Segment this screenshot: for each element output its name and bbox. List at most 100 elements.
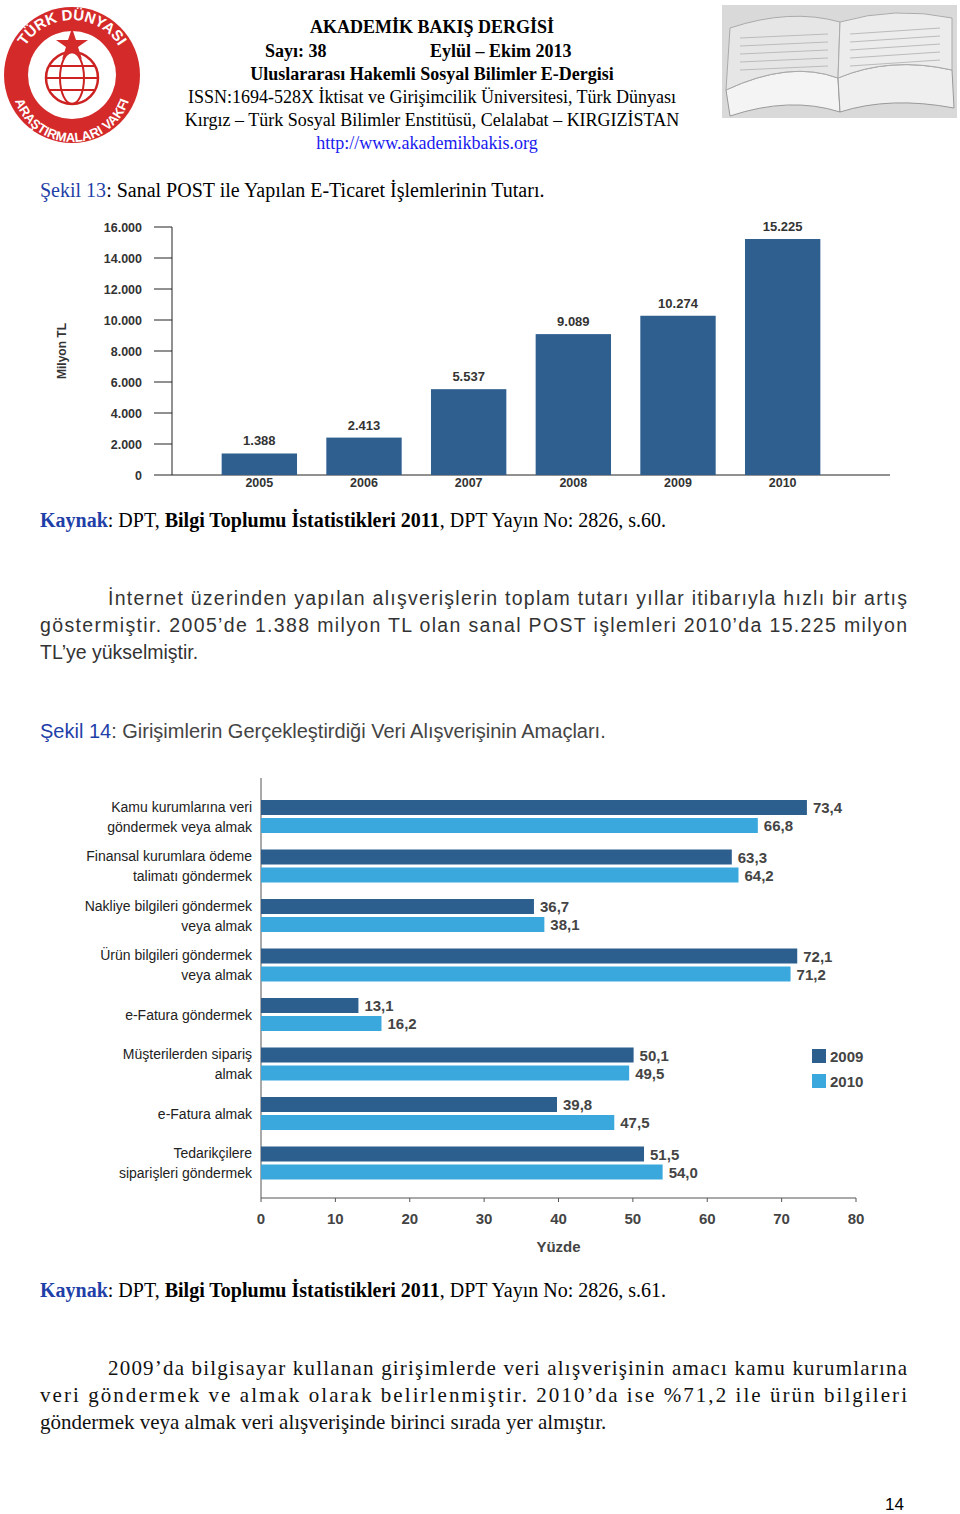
x-tick-label: 30 xyxy=(476,1210,493,1227)
y-tick-label: 0 xyxy=(135,469,142,483)
y-tick-label: Finansal kurumlara ödemetalimatı gönderm… xyxy=(86,848,253,884)
data-label: 2.413 xyxy=(348,418,381,433)
y-tick-label: Müşterilerden sipariş almak xyxy=(123,1046,253,1082)
x-tick-label: 50 xyxy=(625,1210,642,1227)
x-tick xyxy=(707,1198,708,1202)
bar xyxy=(261,850,732,865)
x-tick-label: 2008 xyxy=(559,476,587,490)
chart: 02.0004.0006.0008.00010.00012.00014.0001… xyxy=(55,219,890,490)
y-tick-label: 14.000 xyxy=(104,252,142,266)
book-line xyxy=(850,52,940,58)
data-label: 51,5 xyxy=(650,1146,679,1163)
bar xyxy=(261,1115,614,1130)
data-label: 63,3 xyxy=(738,849,767,866)
bar xyxy=(261,1147,644,1162)
paragraph-line: veri göndermek ve almak olarak belirlenm… xyxy=(40,1383,907,1407)
text-span: Nakliye bilgileri göndermek xyxy=(85,898,253,914)
bar xyxy=(536,334,611,475)
text-span: veya almak xyxy=(181,967,253,983)
x-tick xyxy=(558,1198,559,1202)
x-tick xyxy=(781,1198,782,1202)
y-tick-label: 4.000 xyxy=(111,407,142,421)
bar xyxy=(261,800,807,815)
subtitle: Uluslararası Hakemli Sosyal Bilimler E-D… xyxy=(250,64,614,84)
text-span: , DPT Yayın No: 2826, s.61. xyxy=(440,1279,666,1302)
y-axis xyxy=(261,778,262,1198)
data-label: 38,1 xyxy=(550,916,579,933)
legend-label: 2009 xyxy=(830,1048,863,1065)
bar xyxy=(222,453,297,475)
figure-caption: Şekil 13: Sanal POST ile Yapılan E-Ticar… xyxy=(40,179,544,202)
date: Eylül – Ekim 2013 xyxy=(430,41,572,61)
y-tick-label: 2.000 xyxy=(111,438,142,452)
text-span: Kamu kurumlarına veri xyxy=(111,799,252,815)
logo-globe xyxy=(50,89,94,91)
data-label: 72,1 xyxy=(803,948,832,965)
data-label: 73,4 xyxy=(813,799,843,816)
x-tick xyxy=(484,1198,485,1202)
bar xyxy=(261,1048,634,1063)
text-span: : DPT, xyxy=(108,1279,165,1301)
text-span: siparişleri göndermek xyxy=(119,1165,253,1181)
y-tick xyxy=(154,382,172,383)
x-tick xyxy=(409,1198,410,1202)
journal-title: AKADEMİK BAKIŞ DERGİSİ xyxy=(310,17,554,37)
bar xyxy=(261,1066,629,1081)
data-label: 66,8 xyxy=(764,817,793,834)
text-span: Finansal kurumlara ödeme xyxy=(86,848,252,864)
y-tick xyxy=(154,289,172,290)
data-label: 15.225 xyxy=(763,219,803,234)
y-tick-label: e-Fatura göndermek xyxy=(125,1007,253,1023)
text-span: göndermek veya almak xyxy=(107,819,253,835)
book-line xyxy=(740,58,828,62)
data-label: 5.537 xyxy=(452,369,485,384)
y-tick-label: 12.000 xyxy=(104,283,142,297)
x-tick-label: 10 xyxy=(327,1210,344,1227)
book-page xyxy=(726,16,840,90)
bars xyxy=(261,800,807,1180)
issn-line: ISSN:1694-528X İktisat ve Girişimcilik Ü… xyxy=(188,87,676,107)
book-line xyxy=(740,34,828,38)
book-page xyxy=(838,13,952,78)
data-label: 54,0 xyxy=(669,1164,698,1181)
data-label: 10.274 xyxy=(658,296,699,311)
data-label: 39,8 xyxy=(563,1096,592,1113)
text-span: Ürün bilgileri göndermek xyxy=(100,946,253,963)
issue: Sayı: 38 xyxy=(265,41,327,61)
book-line xyxy=(850,44,940,50)
y-tick xyxy=(154,351,172,352)
text-span: almak xyxy=(215,1066,253,1082)
paragraph-line: İnternet üzerinden yapılan alışverişleri… xyxy=(108,587,907,609)
text-span: Şekil 14 xyxy=(40,720,111,742)
data-label: 16,2 xyxy=(387,1015,416,1032)
text-span: Müşterilerden sipariş xyxy=(123,1046,252,1062)
bar xyxy=(261,1097,557,1112)
data-label: 50,1 xyxy=(640,1047,669,1064)
x-tick xyxy=(632,1198,633,1202)
paragraph-line: TL’ye yükselmiştir. xyxy=(40,641,198,663)
x-tick xyxy=(335,1198,336,1202)
bar xyxy=(261,967,791,982)
text-span: e-Fatura göndermek xyxy=(125,1007,253,1023)
y-tick xyxy=(154,320,172,321)
data-label: 13,1 xyxy=(364,997,393,1014)
y-tick-label: Kamu kurumlarına veri göndermek veya alma… xyxy=(107,799,253,835)
x-tick-label: 80 xyxy=(848,1210,865,1227)
x-tick-label: 2007 xyxy=(455,476,483,490)
y-tick-label: Ürün bilgileri göndermek veya almak xyxy=(100,946,253,983)
legend-swatch xyxy=(812,1074,826,1088)
y-tick-label: 8.000 xyxy=(111,345,142,359)
book-line xyxy=(740,50,828,54)
figure-caption: Şekil 14: Girişimlerin Gerçekleştirdiği … xyxy=(40,720,606,742)
x-axis-label: Yüzde xyxy=(536,1238,580,1255)
x-tick-label: 2006 xyxy=(350,476,378,490)
url: http://www.akademikbakis.org xyxy=(316,133,537,153)
text-span: Kaynak xyxy=(40,1279,109,1302)
bar xyxy=(326,438,401,475)
paragraph-line: göstermiştir. 2005’de 1.388 milyon TL ol… xyxy=(40,614,907,636)
text-span: : Girişimlerin Gerçekleştirdiği Veri Alı… xyxy=(111,720,606,742)
text-span: Kaynak xyxy=(40,509,109,532)
source: Kaynak: DPT, Bilgi Toplumu İstatistikler… xyxy=(40,508,666,532)
location-line: Kırgız – Türk Sosyal Bilimler Enstitüsü,… xyxy=(185,110,679,130)
logo-star xyxy=(56,28,88,59)
